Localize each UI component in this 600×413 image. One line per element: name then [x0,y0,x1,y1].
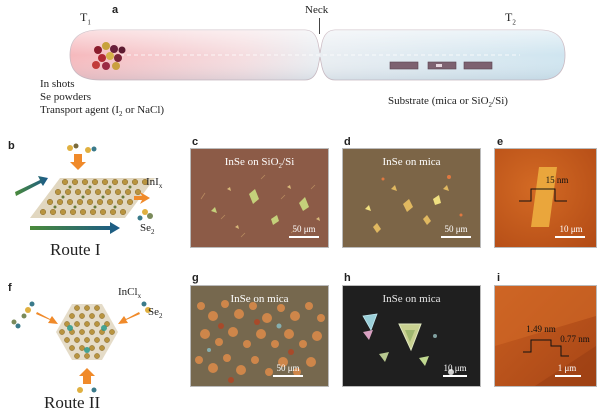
panel-label-b: b [8,140,15,152]
panel-d-title: InSe on mica [382,156,441,168]
panel-label-g: g [192,272,199,284]
neck-leader [319,18,320,34]
panel-i-scale-bar [555,375,581,377]
panel-d-optical-image: InSe on mica 50 μm [342,148,481,248]
panel-g-title: InSe on mica [230,293,289,305]
precursor-spheres [92,42,126,70]
route-1-reagent-inix: InIx [146,176,163,191]
panel-c-scale-bar [289,236,319,238]
panel-i-scale-label: 1 μm [557,363,577,373]
panel-i-height-2: 0.77 nm [560,334,590,344]
panel-h-optical-image: InSe on mica 10 μm [342,285,481,387]
route-2-reagent-se2: Se2 [148,306,163,321]
panel-e-scale-bar [555,236,585,238]
panel-d-scale-label: 50 μm [444,224,468,234]
reagent-se-powders: Se powders [40,91,92,103]
t1-label: T1 [80,10,91,27]
route-1-lattice [15,143,155,234]
route-2-lattice [11,301,151,393]
panel-i-afm-image: 1.49 nm 0.77 nm 1 μm [494,285,597,387]
panel-g-optical-image: InSe on mica 50 μm [190,285,329,387]
route-2-title: Route II [44,393,101,412]
route-2-reagent-inclx: InClx [118,286,142,301]
panel-g-scale-bar [273,375,303,377]
t2-label: T2 [505,10,516,27]
reagent-in-shots: In shots [40,78,75,90]
panel-g-scale-label: 50 μm [276,363,300,373]
panel-e-afm-image: 15 nm 10 μm [494,148,597,248]
panel-i-height-1: 1.49 nm [526,324,556,334]
height-profile-terraces [523,339,569,357]
panel-label-a: a [112,4,119,16]
insed-flake [531,167,557,227]
panel-e-height-label: 15 nm [545,175,569,185]
panel-h-scale-label: 10 μm [443,363,467,373]
panel-label-h: h [344,272,351,284]
panel-c-scale-label: 50 μm [292,224,316,234]
panel-h-title: InSe on mica [382,293,441,305]
panel-label-c: c [192,136,199,148]
panel-c-title: InSe on SiO2/Si [224,156,295,171]
route-1-reagent-se2: Se2 [140,222,155,237]
triangle-flake-left [362,313,378,331]
panel-d-scale-bar [441,236,471,238]
cvd-tube-diagram [69,29,566,81]
panel-label-f: f [8,282,12,294]
neck-label: Neck [305,4,329,16]
panel-label-i: i [497,272,501,284]
panel-c-optical-image: InSe on SiO2/Si 50 μm [190,148,329,248]
panel-h-scale-bar [443,375,467,377]
reagent-transport-agent: Transport agent (I2 or NaCl) [40,104,165,119]
substrate-label: Substrate (mica or SiO2/Si) [388,95,508,110]
panel-label-d: d [344,136,351,148]
route-1-title: Route I [50,240,101,259]
substrates [389,61,493,70]
panel-label-e: e [497,136,504,148]
height-profile [519,188,567,202]
panel-e-scale-label: 10 μm [559,224,583,234]
